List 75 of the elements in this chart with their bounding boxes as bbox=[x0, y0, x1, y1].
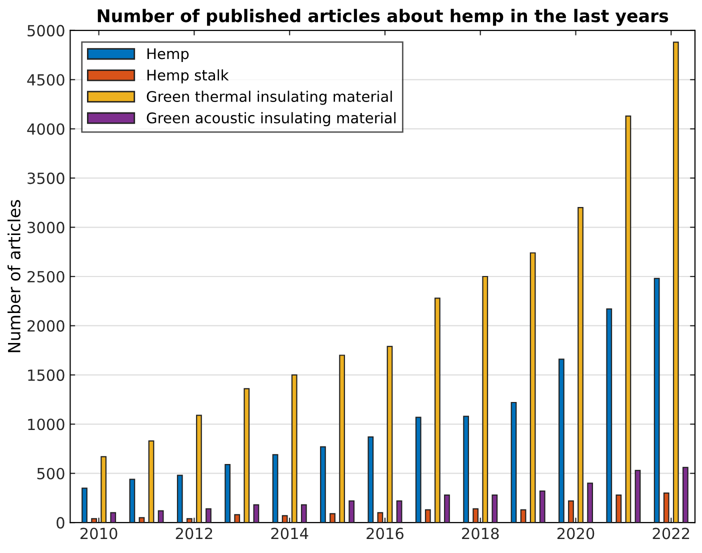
legend-label: Hemp bbox=[147, 48, 189, 62]
bar bbox=[91, 518, 97, 523]
bar bbox=[320, 446, 326, 523]
bar bbox=[129, 478, 136, 523]
bar bbox=[300, 504, 307, 523]
x-tick-label: 2012 bbox=[176, 528, 212, 540]
y-tick-label: 4000 bbox=[27, 123, 64, 135]
y-tick-label: 0 bbox=[56, 517, 64, 529]
bar bbox=[434, 298, 440, 523]
bar bbox=[138, 517, 145, 523]
bar bbox=[224, 464, 231, 523]
bar bbox=[530, 252, 536, 523]
y-tick-label: 1500 bbox=[28, 369, 64, 381]
bar bbox=[510, 402, 517, 523]
bar bbox=[330, 513, 336, 523]
bar bbox=[100, 456, 107, 523]
bar bbox=[196, 414, 202, 523]
bar bbox=[110, 512, 116, 523]
bar bbox=[663, 492, 670, 523]
x-tick-label: 2010 bbox=[80, 528, 118, 540]
bar bbox=[654, 278, 660, 523]
legend-label: Green acoustic insulating material bbox=[146, 112, 396, 126]
bar bbox=[587, 482, 593, 523]
bar bbox=[234, 514, 240, 523]
bar bbox=[386, 346, 393, 523]
bar bbox=[625, 116, 632, 523]
bar bbox=[272, 454, 278, 523]
bar bbox=[672, 42, 679, 523]
bar bbox=[348, 500, 355, 523]
bar bbox=[186, 518, 192, 523]
bar bbox=[472, 508, 479, 523]
bar bbox=[424, 509, 431, 523]
y-tick-label: 5000 bbox=[28, 24, 64, 36]
bar bbox=[616, 494, 622, 523]
x-tick-label: 2018 bbox=[462, 528, 499, 540]
bar bbox=[82, 488, 88, 523]
bar bbox=[539, 490, 546, 523]
bar bbox=[415, 416, 422, 523]
bar bbox=[158, 510, 164, 523]
y-tick-label: 2000 bbox=[28, 320, 64, 332]
bar bbox=[606, 308, 612, 523]
y-tick-label: 500 bbox=[37, 468, 64, 480]
legend-label: Hemp stalk bbox=[147, 69, 229, 84]
bar bbox=[463, 416, 469, 523]
bar bbox=[520, 509, 526, 523]
legend-label: Green thermal insulating material bbox=[146, 90, 392, 105]
bar bbox=[253, 504, 260, 523]
bar bbox=[492, 494, 498, 523]
y-tick-label: 3000 bbox=[28, 222, 64, 234]
y-tick-label: 4500 bbox=[27, 74, 64, 86]
bar bbox=[634, 470, 641, 523]
y-tick-label: 2500 bbox=[28, 270, 64, 283]
chart-title: Number of published articles about hemp in the last years bbox=[98, 8, 668, 26]
x-tick-label: 2022 bbox=[652, 528, 690, 540]
bar bbox=[148, 440, 154, 523]
bar bbox=[578, 207, 584, 523]
x-tick-label: 2020 bbox=[557, 528, 594, 540]
bar bbox=[291, 374, 298, 523]
x-tick-label: 2016 bbox=[366, 528, 404, 540]
y-tick-label: 1000 bbox=[28, 418, 64, 430]
bar bbox=[339, 354, 345, 523]
bar bbox=[282, 515, 288, 523]
bar bbox=[244, 388, 250, 523]
y-tick-label: 3500 bbox=[28, 172, 64, 184]
bar bbox=[482, 276, 488, 523]
bar bbox=[568, 500, 574, 523]
bar bbox=[396, 500, 402, 523]
y-axis-title: Number of articles bbox=[8, 200, 20, 352]
bar bbox=[444, 494, 450, 523]
bar bbox=[558, 358, 564, 523]
bar bbox=[368, 436, 374, 523]
x-tick-label: 2014 bbox=[271, 528, 308, 540]
bar bbox=[377, 512, 384, 523]
bar bbox=[176, 474, 183, 523]
bar bbox=[206, 508, 212, 523]
